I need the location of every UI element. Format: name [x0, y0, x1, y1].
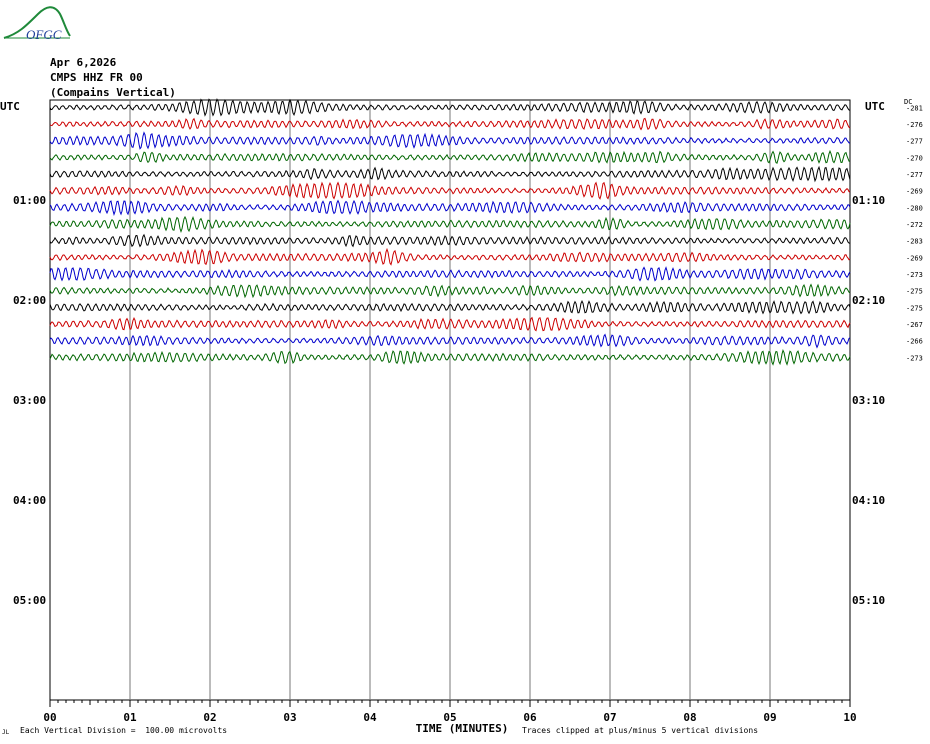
axes: 00 01 02 03 04 05 06 07 08 09 10 TIME (MINUTES) UTC U… — [0, 98, 923, 735]
ofgc-logo: OFGC — [3, 6, 71, 42]
trace-row-4 — [49, 149, 851, 164]
x-axis-label: TIME (MINUTES) — [416, 722, 509, 735]
trace-row-13 — [49, 300, 851, 315]
dc-offset-label: -267 — [906, 321, 923, 329]
trace-row-11 — [49, 266, 851, 282]
dc-offset-label: -266 — [906, 338, 923, 346]
footnote-mark: JL — [2, 729, 10, 736]
left-hour-label: 03:00 — [13, 394, 46, 407]
right-hour-label: 01:10 — [852, 194, 885, 207]
x-tick-label: 07 — [603, 711, 616, 724]
header-date: Apr 6,2026 — [50, 56, 117, 69]
footnote-division: Each Vertical Division = 100.00 microvol… — [20, 726, 228, 735]
left-hour-label: 05:00 — [13, 594, 46, 607]
x-tick-label: 08 — [683, 711, 696, 724]
x-tick-label: 00 — [43, 711, 56, 724]
x-tick-label: 05 — [443, 711, 456, 724]
x-tick-label: 10 — [843, 711, 856, 724]
x-tick-label: 09 — [763, 711, 776, 724]
right-hour-label: 03:10 — [852, 394, 885, 407]
trace-row-16 — [49, 348, 851, 366]
header-name: (Compains Vertical) — [50, 86, 176, 99]
dc-offset-label: -281 — [906, 104, 923, 112]
x-tick-label: 03 — [283, 711, 296, 724]
trace-row-7 — [49, 199, 851, 216]
trace-row-5 — [49, 165, 851, 183]
dc-offset-label: -276 — [906, 121, 923, 129]
right-hour-label: 05:10 — [852, 594, 885, 607]
x-tick-label: 02 — [203, 711, 216, 724]
dc-header: DC — [904, 98, 912, 106]
dc-offset-label: -269 — [906, 188, 923, 196]
dc-offset-label: -272 — [906, 221, 923, 229]
dc-offset-label: -277 — [906, 138, 923, 146]
logo-text: OFGC — [26, 27, 62, 42]
right-hour-label: 02:10 — [852, 294, 885, 307]
trace-row-8 — [49, 215, 851, 234]
trace-row-10 — [49, 247, 851, 266]
dc-offset-label: -273 — [906, 354, 923, 362]
trace-row-6 — [49, 181, 851, 200]
trace-row-15 — [49, 333, 851, 349]
right-hour-label: 04:10 — [852, 494, 885, 507]
logo-curve — [3, 6, 71, 39]
footnote-clip: Traces clipped at plus/minus 5 vertical … — [522, 726, 759, 735]
left-utc-label: UTC — [0, 100, 20, 113]
trace-row-14 — [49, 316, 851, 332]
dc-offset-label: -280 — [906, 204, 923, 212]
x-tick-label: 01 — [123, 711, 137, 724]
trace-row-12 — [49, 283, 851, 299]
dc-offset-label: -269 — [906, 254, 923, 262]
trace-row-9 — [49, 233, 851, 248]
x-tick-label: 04 — [363, 711, 377, 724]
trace-row-3 — [49, 131, 851, 150]
dc-offset-label: -283 — [906, 238, 923, 246]
trace-row-1 — [49, 98, 851, 117]
left-hour-label: 02:00 — [13, 294, 46, 307]
dc-offset-label: -273 — [906, 271, 923, 279]
left-hour-label: 04:00 — [13, 494, 46, 507]
header-station: CMPS HHZ FR 00 — [50, 71, 143, 84]
dc-offset-label: -275 — [906, 288, 923, 296]
dc-offset-label: -275 — [906, 304, 923, 312]
right-utc-label: UTC — [865, 100, 885, 113]
dc-offset-label: -270 — [906, 154, 923, 162]
trace-row-2 — [49, 117, 851, 131]
trace-group — [49, 98, 851, 366]
left-hour-label: 01:00 — [13, 194, 46, 207]
dc-offset-label: -277 — [906, 171, 923, 179]
x-tick-label: 06 — [523, 711, 537, 724]
